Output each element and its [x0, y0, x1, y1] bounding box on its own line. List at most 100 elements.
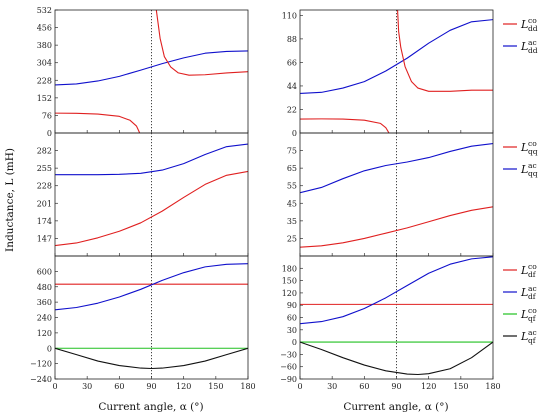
panel-frame	[299, 255, 494, 380]
y-tick-label: 55	[287, 182, 297, 191]
y-tick-label: 0	[47, 129, 52, 138]
y-tick-label: 30	[287, 326, 297, 335]
x-tick-label: 60	[114, 382, 124, 391]
panel-left-dd: 0 76 152 228 304 380 456 532	[37, 6, 249, 138]
legend-superscript: ac	[528, 161, 537, 170]
legend-superscript: co	[528, 16, 537, 25]
legend-subscript: qf	[528, 336, 537, 345]
legend-subscript: dd	[528, 24, 538, 33]
x-tick-label: 90	[146, 382, 156, 391]
x-tick-label: 120	[176, 382, 191, 391]
series-line	[55, 50, 248, 86]
y-tick-label: 201	[37, 199, 52, 208]
y-tick-label: 228	[37, 76, 52, 85]
series-line	[55, 347, 248, 370]
series-group	[55, 10, 248, 133]
legend-symbol: L	[520, 18, 528, 31]
y-axis-label: Inductance, L (mH)	[4, 148, 16, 252]
x-tick-label: 150	[208, 382, 223, 391]
series-line	[300, 206, 493, 248]
y-tick-label: 120	[282, 289, 297, 298]
x-tick-label: 180	[485, 382, 500, 391]
y-tick-label: 150	[282, 277, 297, 286]
y-tick-label: 0	[47, 344, 52, 353]
y-tick-label: 228	[37, 182, 52, 191]
x-tick-label: 180	[240, 382, 255, 391]
legend-subscript: df	[528, 292, 537, 301]
y-tick-label: 380	[37, 41, 52, 50]
y-tick-label: 75	[287, 147, 297, 156]
legend-superscript: co	[528, 306, 537, 315]
legend-superscript: ac	[528, 328, 537, 337]
series-group	[55, 143, 248, 247]
legend-subscript: df	[528, 270, 537, 279]
panel-right-dd: 0 22 44 66 88 110	[282, 9, 494, 138]
legend-symbol: L	[520, 264, 528, 277]
series-line	[300, 142, 493, 194]
series-line	[300, 118, 390, 133]
y-tick-label: 90	[287, 301, 297, 310]
y-tick-label: 110	[282, 11, 297, 20]
series-line	[397, 10, 493, 92]
legend-symbol: L	[520, 40, 528, 53]
y-tick-label: 147	[37, 234, 52, 243]
x-tick-label: 30	[82, 382, 92, 391]
series-line	[55, 170, 248, 247]
y-tick-label: 255	[37, 164, 52, 173]
series-group	[300, 10, 493, 133]
x-tick-label: 150	[453, 382, 468, 391]
y-tick-label: 25	[287, 234, 297, 243]
x-tick-label: 0	[297, 382, 302, 391]
y-tick-label: 76	[42, 111, 52, 120]
y-tick-label: −60	[280, 363, 297, 372]
panel-left-qq: 147 174 201 228 255 282	[37, 132, 249, 257]
y-tick-label: 360	[37, 298, 52, 307]
chart-panels: 0 76 152 228 304 380 456 532 0 22 44 66 88 110 147 174 2…	[30, 6, 501, 391]
legend-subscript: qq	[528, 147, 538, 156]
legend-subscript: qq	[528, 169, 538, 178]
y-tick-label: 282	[37, 147, 52, 156]
panel-right-qq: 25 35 45 55 65 75	[287, 132, 494, 257]
x-axis-label-left: Current angle, α (°)	[98, 401, 203, 413]
y-tick-label: 22	[287, 105, 297, 114]
y-tick-label: 532	[37, 6, 52, 15]
y-tick-label: 304	[37, 59, 52, 68]
y-tick-label: 120	[37, 329, 52, 338]
series-line	[300, 19, 493, 94]
legend-superscript: co	[528, 262, 537, 271]
y-tick-label: 174	[37, 217, 52, 226]
y-tick-label: −90	[280, 375, 297, 384]
series-group	[55, 263, 248, 370]
legend-symbol: L	[520, 330, 528, 343]
legend-symbol: L	[520, 286, 528, 299]
y-tick-label: −240	[30, 375, 52, 384]
legend-symbol: L	[520, 308, 528, 321]
y-tick-label: 35	[287, 217, 297, 226]
y-tick-label: 60	[287, 314, 297, 323]
legend-superscript: ac	[528, 38, 537, 47]
legend-superscript: co	[528, 139, 537, 148]
series-group	[300, 142, 493, 248]
x-tick-label: 90	[391, 382, 401, 391]
panel-right-df: −90 −60 −30 0 30 60 90 120 150 180 0 30 60 90 120 150 18…	[280, 255, 501, 391]
series-line	[55, 143, 248, 176]
legend-superscript: ac	[528, 284, 537, 293]
y-tick-label: 66	[287, 58, 297, 67]
legend-symbol: L	[520, 163, 528, 176]
x-tick-label: 0	[52, 382, 57, 391]
panel-left-df: −240 −120 0 120 240 360 480 600 0 30 60 90 120 150 180	[30, 255, 256, 391]
x-tick-label: 120	[421, 382, 436, 391]
y-tick-label: 0	[292, 129, 297, 138]
series-line	[300, 256, 493, 325]
y-tick-label: 600	[37, 267, 52, 276]
